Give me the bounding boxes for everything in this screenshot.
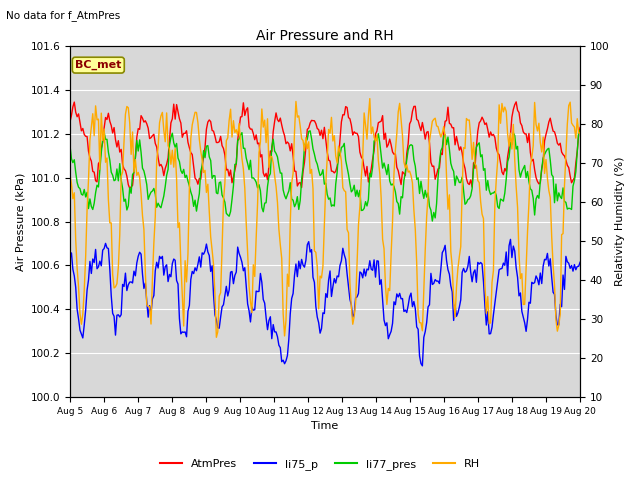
AtmPres xyxy=(291,168,298,174)
li75_p xyxy=(244,301,252,307)
RH xyxy=(237,139,244,145)
AtmPres xyxy=(130,168,138,174)
Text: No data for f_AtmPres: No data for f_AtmPres xyxy=(6,10,121,21)
Legend: AtmPres, li75_p, li77_pres, RH: AtmPres, li75_p, li77_pres, RH xyxy=(156,455,484,474)
li75_p xyxy=(419,363,426,369)
li75_p xyxy=(236,251,243,256)
li75_p xyxy=(66,255,74,261)
Line: AtmPres: AtmPres xyxy=(70,102,580,188)
Text: BC_met: BC_met xyxy=(75,60,122,70)
li75_p xyxy=(218,304,226,310)
Y-axis label: Relativity Humidity (%): Relativity Humidity (%) xyxy=(615,157,625,286)
li77_pres xyxy=(236,136,243,142)
RH xyxy=(576,130,584,136)
li75_p xyxy=(129,280,136,286)
li77_pres xyxy=(289,197,297,203)
li75_p xyxy=(289,290,297,296)
RH xyxy=(129,129,136,135)
RH xyxy=(66,172,74,178)
Line: RH: RH xyxy=(70,98,580,337)
li77_pres xyxy=(429,218,436,224)
li77_pres xyxy=(576,128,584,133)
RH xyxy=(366,96,374,101)
RH xyxy=(245,283,253,289)
li75_p xyxy=(507,237,515,242)
AtmPres xyxy=(237,114,244,120)
li77_pres xyxy=(218,192,226,198)
AtmPres xyxy=(550,129,558,135)
RH xyxy=(550,282,558,288)
li77_pres xyxy=(66,143,74,149)
Line: li75_p: li75_p xyxy=(70,240,580,366)
li75_p xyxy=(576,259,584,265)
li77_pres xyxy=(244,161,252,167)
AtmPres xyxy=(220,145,227,151)
li77_pres xyxy=(549,174,557,180)
RH xyxy=(212,335,220,340)
AtmPres xyxy=(245,124,253,130)
RH xyxy=(291,129,298,135)
Title: Air Pressure and RH: Air Pressure and RH xyxy=(256,29,394,43)
AtmPres xyxy=(576,125,584,131)
Line: li77_pres: li77_pres xyxy=(70,131,580,221)
RH xyxy=(220,199,227,204)
X-axis label: Time: Time xyxy=(312,421,339,432)
AtmPres xyxy=(513,99,520,105)
AtmPres xyxy=(126,185,134,191)
li77_pres xyxy=(129,172,136,178)
li75_p xyxy=(550,291,558,297)
Y-axis label: Air Pressure (kPa): Air Pressure (kPa) xyxy=(15,172,25,271)
AtmPres xyxy=(66,119,74,125)
